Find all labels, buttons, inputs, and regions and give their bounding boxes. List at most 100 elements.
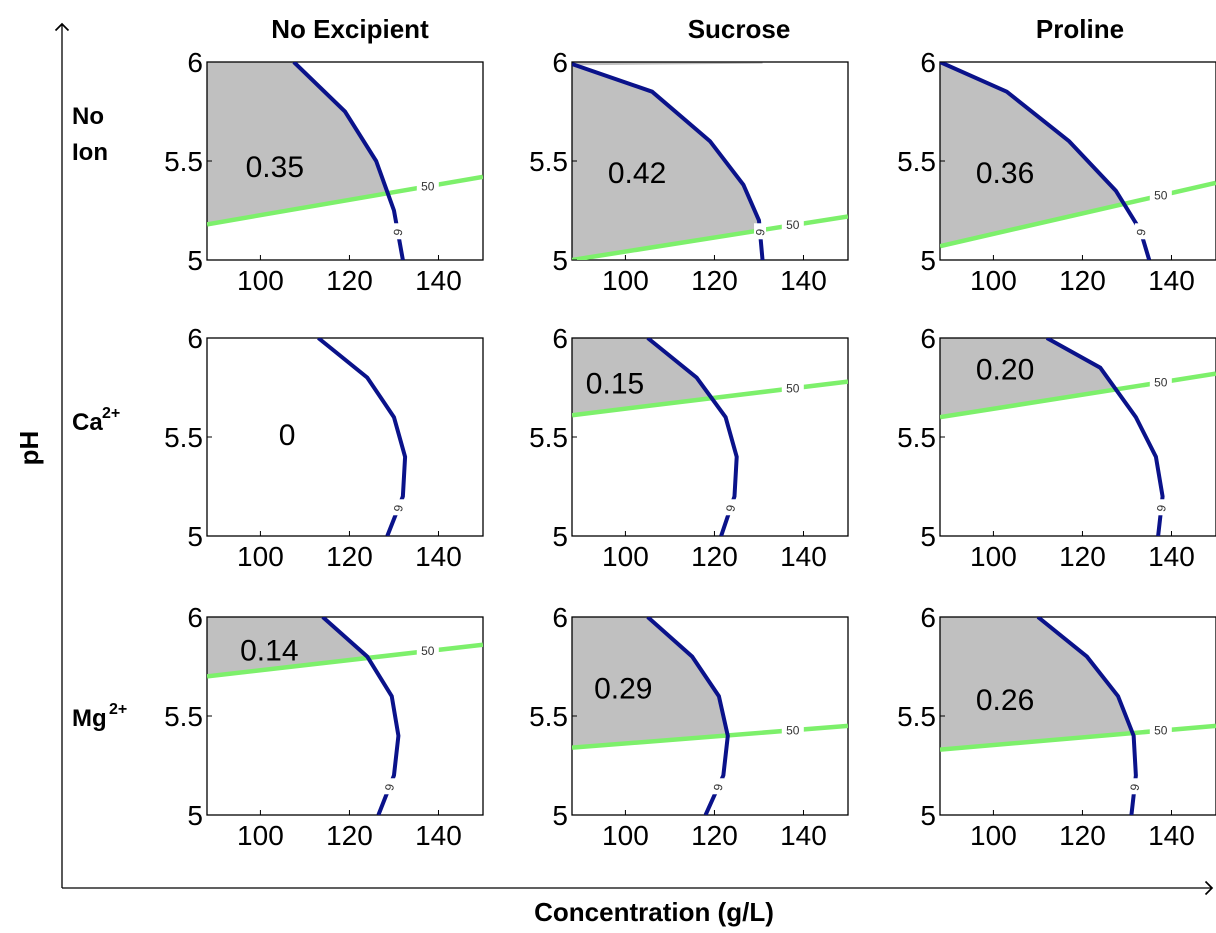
x-tick-label: 120 [691,265,738,296]
row-label-mg: Mg 2+ [72,701,127,732]
x-tick-label: 120 [691,541,738,572]
contour-label-50: 50 [421,179,435,193]
contour-label-6: 6 [723,504,738,513]
contour-label-50: 50 [421,644,435,658]
panel-mg2-proline: 50 6 0.26 100 120 140 5 5.5 6 [897,602,1216,851]
feasible-region [572,617,728,748]
row-label-ca-superscript: 2+ [102,405,120,422]
y-tick-label: 6 [920,47,936,78]
contour-label-50: 50 [786,381,800,395]
feasible-region [940,617,1133,750]
row-label-mg-superscript: 2+ [109,701,127,718]
contour-label-6-bg [383,778,396,795]
y-tick-label: 5.5 [529,146,568,177]
x-axis-label: Concentration (g/L) [534,897,774,927]
x-tick-label: 120 [326,820,373,851]
x-tick-label: 120 [1059,265,1106,296]
x-tick-label: 100 [602,541,649,572]
panel-no-ion-no-excipient: 50 6 0.35 100 120 140 5 5.5 6 [164,47,484,296]
x-tick-label: 100 [237,265,284,296]
y-tick-label: 6 [187,602,203,633]
contour-label-50-bg [416,643,439,658]
area-value-label: 0.35 [246,151,304,184]
y-tick-label: 6 [187,323,203,354]
contour-label-50-bg [1149,187,1172,202]
x-tick-label: 140 [415,265,462,296]
y-tick-label: 5.5 [164,701,203,732]
y-tick-label: 5 [920,521,936,552]
area-value-label: 0.26 [976,684,1034,717]
contour-label-50-bg [781,722,804,737]
y-axis-label: pH [14,431,44,466]
x-tick-label: 140 [780,265,827,296]
contour-label-50: 50 [786,723,800,737]
panel-ca2-sucrose: 50 6 0.15 100 120 140 5 5.5 6 [529,323,849,572]
x-tick-label: 140 [415,541,462,572]
area-value-label: 0.15 [586,368,644,401]
feasible-region [940,338,1116,418]
panel-ca2-no-excipient: 6 0 100 120 140 5 5.5 6 [164,323,484,572]
contour-label-6-bg [724,499,737,516]
row-label-no-ion-line1: No [72,103,104,130]
x-tick-label: 120 [1059,820,1106,851]
y-tick-label: 5.5 [164,146,203,177]
area-value-label: 0.14 [240,635,298,668]
x-tick-label: 100 [237,541,284,572]
contour-label-6: 6 [1133,228,1148,237]
y-tick-label: 6 [187,47,203,78]
x-tick-label: 100 [237,820,284,851]
contour-label-6: 6 [1154,504,1169,513]
contour-label-6-bg [1155,499,1168,516]
contour-label-50-bg [781,380,804,395]
y-tick-label: 5 [552,245,568,276]
x-tick-label: 140 [1148,820,1195,851]
y-tick-label: 5 [187,800,203,831]
contour-label-50: 50 [1154,188,1168,202]
x-tick-label: 140 [415,820,462,851]
column-title-no-excipient: No Excipient [271,14,429,44]
y-tick-label: 6 [552,323,568,354]
y-tick-label: 5.5 [897,422,936,453]
row-label-no-ion-line2: Ion [72,139,108,166]
contour-label-50: 50 [1154,375,1168,389]
feasible-region [572,62,763,260]
y-tick-label: 6 [552,47,568,78]
x-tick-label: 120 [326,541,373,572]
contour-label-50: 50 [1154,724,1168,738]
contour-label-50-bg [416,178,439,193]
feasible-region [207,62,388,225]
x-tick-label: 120 [1059,541,1106,572]
y-tick-label: 5 [187,245,203,276]
panel-mg2-no-excipient: 50 6 0.14 100 120 140 5 5.5 6 [164,602,484,851]
row-label-no-ion: No Ion [72,103,108,166]
contour-label-6-bg [754,223,767,240]
contour-label-6-bg [1128,778,1141,795]
column-title-sucrose: Sucrose [688,14,791,44]
x-tick-label: 140 [1148,265,1195,296]
contour-label-6: 6 [391,504,406,513]
contour-label-6-bg [392,499,405,516]
y-tick-label: 6 [552,602,568,633]
feasible-region [940,62,1124,247]
panel-ca2-proline: 50 6 0.20 100 120 140 5 5.5 6 [897,323,1216,572]
area-value-label: 0.29 [594,672,652,705]
contour-label-50-bg [781,217,804,232]
x-tick-label: 100 [970,820,1017,851]
x-tick-label: 100 [970,541,1017,572]
y-tick-label: 5.5 [897,701,936,732]
column-title-proline: Proline [1036,14,1124,44]
contour-label-50-bg [1149,722,1172,737]
y-tick-label: 6 [920,602,936,633]
y-tick-label: 6 [920,323,936,354]
x-tick-label: 120 [326,265,373,296]
contour-label-6: 6 [382,783,397,792]
contour-label-6: 6 [1127,783,1142,792]
contour-label-6: 6 [753,228,768,237]
y-tick-label: 5 [552,521,568,552]
contour-label-50-bg [1149,374,1172,389]
y-tick-label: 5.5 [164,422,203,453]
area-value-label: 0.20 [976,354,1034,387]
y-tick-label: 5 [920,800,936,831]
x-tick-label: 120 [691,820,738,851]
